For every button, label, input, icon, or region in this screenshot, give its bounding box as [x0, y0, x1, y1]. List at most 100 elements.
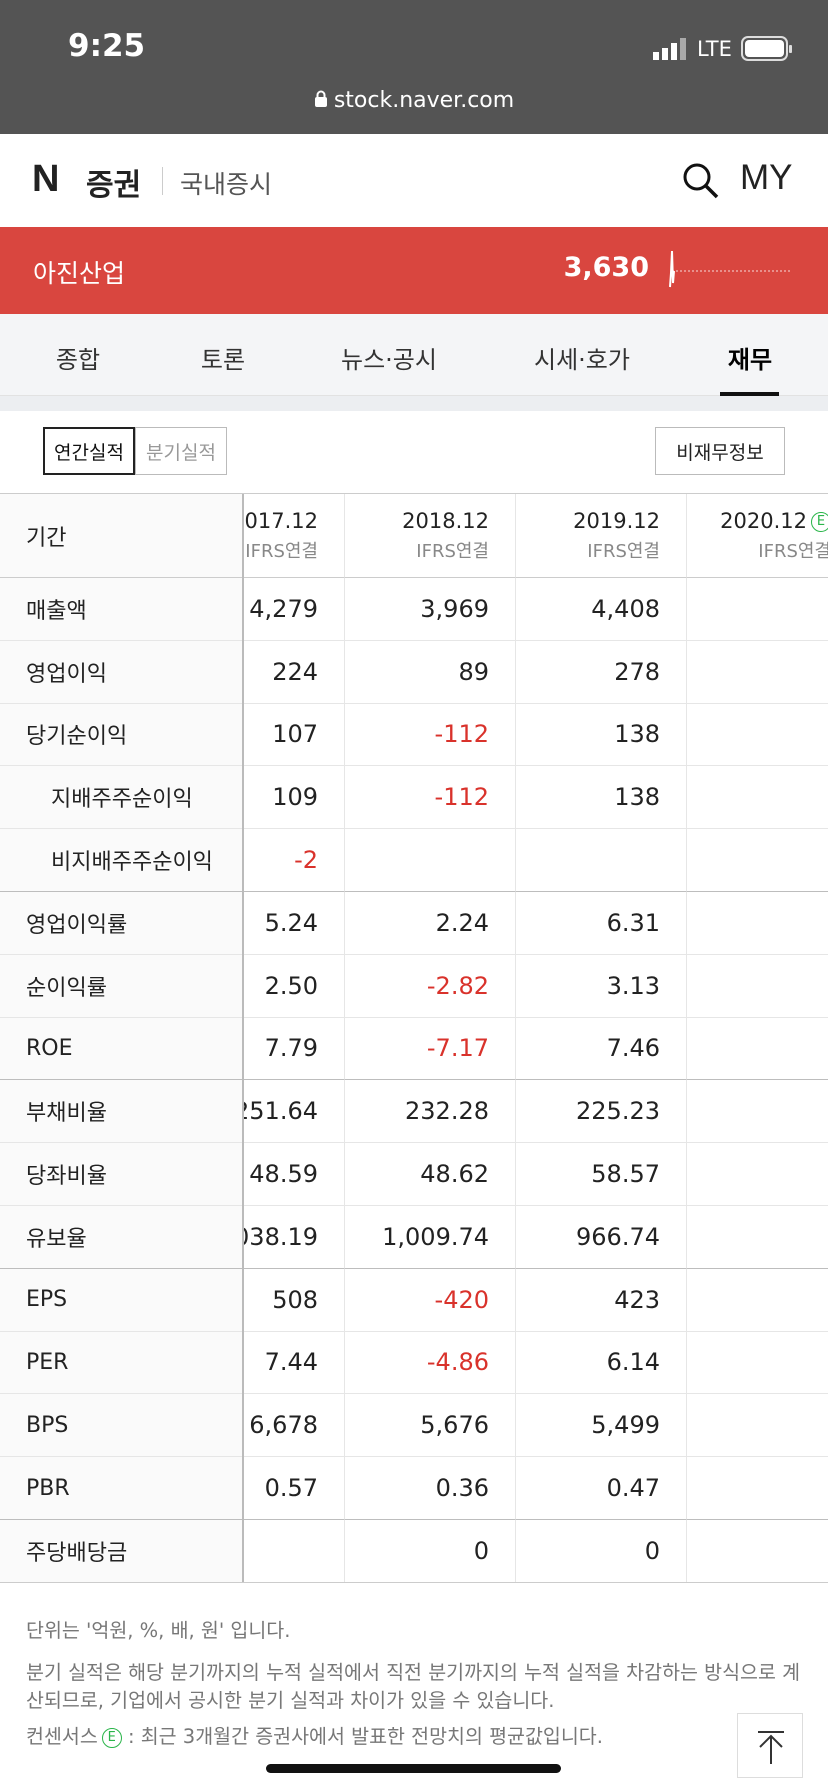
row-label: PER — [0, 1331, 242, 1395]
value-cell: 138 — [516, 766, 687, 830]
tab[interactable]: 재무 — [727, 346, 773, 374]
period: 2018.12 — [402, 508, 489, 533]
row-label: 주당배당금 — [0, 1520, 242, 1583]
value-cell: 508 — [244, 1268, 345, 1332]
value-cell: 232.28 — [345, 1080, 516, 1144]
row-label: 지배주주순이익 — [0, 766, 242, 830]
value-cell — [687, 829, 828, 892]
row-label: 당기순이익 — [0, 703, 242, 767]
stock-name: 아진산업 — [33, 259, 126, 288]
value-cell: 1,038.19 — [244, 1206, 345, 1269]
value-cell — [687, 1080, 828, 1144]
url: stock.naver.com — [333, 88, 515, 113]
value-cell: -2.82 — [345, 954, 516, 1018]
value-cell: 5,676 — [345, 1394, 516, 1458]
value-cell: 7.44 — [244, 1331, 345, 1395]
value-cell: 6,678 — [244, 1394, 345, 1458]
value-cell: 0 — [516, 1520, 687, 1583]
basis: IFRS연결 — [758, 540, 828, 562]
row-label: 매출액 — [0, 578, 242, 641]
basis: IFRS연결 — [416, 540, 489, 562]
value-cell: 2.50 — [244, 954, 345, 1018]
value-cell: 4,408 — [516, 578, 687, 641]
stock-bar: 아진산업 3,630 — [0, 227, 828, 314]
value-cell — [687, 1520, 828, 1583]
basis: IFRS연결 — [587, 540, 660, 562]
value-cell — [687, 766, 828, 830]
section-name[interactable]: 국내증시 — [180, 170, 273, 199]
value-cell: 48.59 — [244, 1143, 345, 1206]
network: LTE — [697, 37, 732, 61]
row-label: ROE — [0, 1017, 242, 1081]
row-label: BPS — [0, 1394, 242, 1458]
value-cell — [687, 1394, 828, 1458]
row-label: PBR — [0, 1457, 242, 1520]
address-bar[interactable]: stock.naver.com — [0, 88, 828, 113]
value-cell: 225.23 — [516, 1080, 687, 1144]
time: 9:25 — [68, 28, 146, 64]
row-label: 당좌비율 — [0, 1143, 242, 1206]
my-button[interactable]: MY — [740, 158, 793, 197]
value-cell: 58.57 — [516, 1143, 687, 1206]
row-label: 부채비율 — [0, 1080, 242, 1144]
period: 2019.12 — [573, 508, 660, 533]
value-cell: 278 — [516, 640, 687, 704]
value-cell: 1,009.74 — [345, 1206, 516, 1269]
value-cell: -112 — [345, 703, 516, 767]
tab-underline — [720, 392, 779, 396]
period-toggle[interactable]: 분기실적 — [135, 427, 227, 475]
row-label: 비지배주주순이익 — [0, 829, 242, 892]
table-scroll: 2017.12IFRS연결2018.12IFRS연결2019.12IFRS연결2… — [242, 494, 828, 1583]
value-cell: 138 — [516, 703, 687, 767]
row-label: 영업이익 — [0, 640, 242, 704]
scroll-top-button[interactable] — [737, 1713, 803, 1778]
value-cell — [687, 1206, 828, 1269]
value-cell — [687, 955, 828, 1018]
value-cell: 7.46 — [516, 1017, 687, 1081]
value-cell: -112 — [345, 766, 516, 830]
consensus-badge: E — [811, 511, 828, 532]
column-header: 2017.12 IFRS연결 — [244, 494, 345, 578]
value-cell — [687, 1269, 828, 1332]
value-cell: 0.47 — [516, 1457, 687, 1520]
value-cell — [687, 1143, 828, 1206]
value-cell — [687, 1457, 828, 1520]
note: 분기 실적은 해당 분기까지의 누적 실적에서 직전 분기까지의 누적 실적을 … — [26, 1661, 801, 1712]
row-label: 유보율 — [0, 1206, 242, 1269]
tab[interactable]: 시세·호가 — [534, 346, 630, 374]
value-cell — [687, 892, 828, 955]
value-cell: 3,969 — [345, 578, 516, 641]
value-cell: 5,499 — [516, 1394, 687, 1458]
value-cell — [516, 829, 687, 892]
tab[interactable]: 종합 — [55, 346, 101, 374]
value-cell: 251.64 — [244, 1080, 345, 1144]
value-cell — [687, 1018, 828, 1081]
value-cell: -2 — [244, 829, 345, 892]
row-label: 영업이익률 — [0, 892, 242, 955]
note: 단위는 '억원, %, 배, 원' 입니다. — [26, 1619, 291, 1642]
value-cell: 423 — [516, 1268, 687, 1332]
value-cell: 224 — [244, 640, 345, 704]
search-button[interactable] — [681, 161, 721, 201]
logo[interactable]: N — [32, 158, 60, 200]
table-corner: 기간 — [0, 494, 242, 578]
value-cell: 6.14 — [516, 1331, 687, 1395]
value-cell: 109 — [244, 766, 345, 830]
value-cell: 4,279 — [244, 578, 345, 641]
tab[interactable]: 토론 — [200, 346, 246, 374]
battery-icon — [741, 36, 792, 61]
value-cell: 966.74 — [516, 1206, 687, 1269]
value-cell: 7.79 — [244, 1017, 345, 1081]
period-toggle[interactable]: 연간실적 — [43, 427, 135, 475]
column-header: 2020.12 E IFRS연결 — [687, 494, 828, 578]
consensus-text: : 최근 3개월간 증권사에서 발표한 전망치의 평균값입니다. — [121, 1725, 603, 1748]
consensus-note: 컨센서스 E : 최근 3개월간 증권사에서 발표한 전망치의 평균값입니다. — [26, 1723, 806, 1751]
non-financial-button[interactable]: 비재무정보 — [655, 427, 785, 475]
service-name[interactable]: 증권 — [86, 168, 142, 203]
row-label: 순이익률 — [0, 954, 242, 1018]
value-cell: 89 — [345, 640, 516, 704]
tab[interactable]: 뉴스·공시 — [341, 346, 437, 374]
value-cell: 0.36 — [345, 1457, 516, 1520]
period: 2017.12 — [244, 508, 318, 533]
